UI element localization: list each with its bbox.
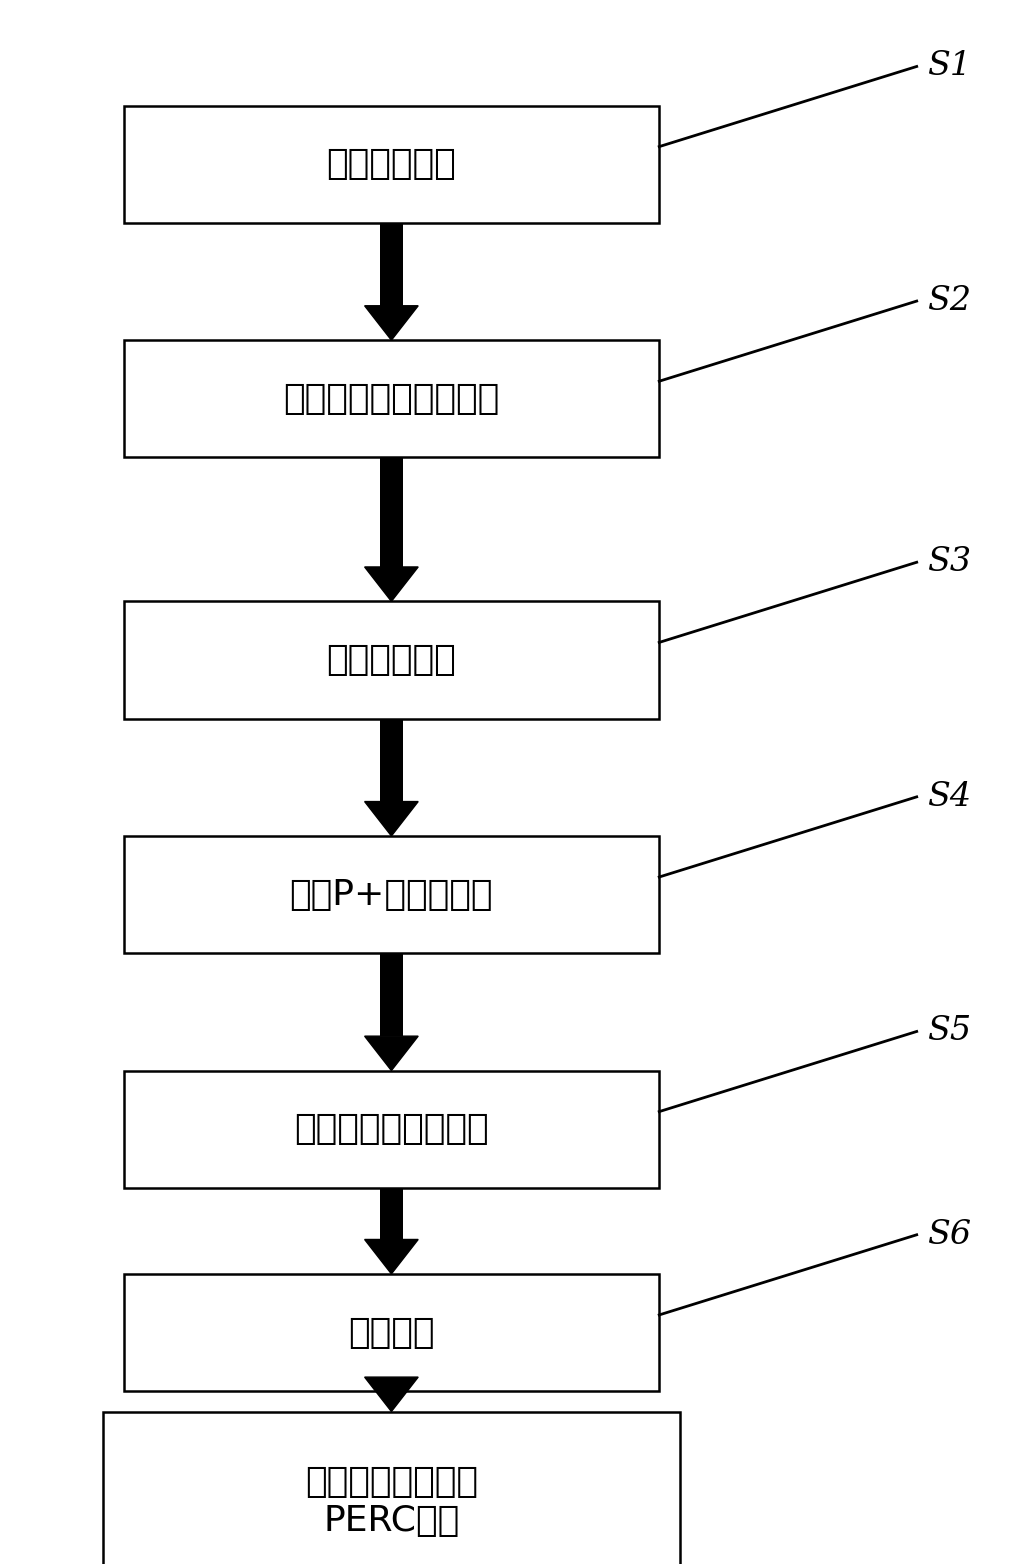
Text: 清除多余掺硼硅浆料: 清除多余掺硼硅浆料 bbox=[295, 1112, 488, 1146]
Text: 硅片正面掺杂: 硅片正面掺杂 bbox=[327, 147, 456, 181]
Bar bbox=[124, 341, 659, 457]
Polygon shape bbox=[365, 1239, 418, 1273]
Text: S4: S4 bbox=[927, 780, 971, 813]
Polygon shape bbox=[365, 566, 418, 601]
Bar bbox=[380, 1189, 403, 1239]
Text: S5: S5 bbox=[927, 1015, 971, 1048]
Text: 硅片背面掺杂: 硅片背面掺杂 bbox=[327, 643, 456, 677]
Bar bbox=[124, 1070, 659, 1189]
Bar bbox=[124, 835, 659, 952]
Polygon shape bbox=[365, 1035, 418, 1070]
Bar bbox=[380, 952, 403, 1035]
Text: 形成P+局部发射极: 形成P+局部发射极 bbox=[289, 877, 493, 912]
Text: 双面选择性发射极
PERC电池: 双面选择性发射极 PERC电池 bbox=[305, 1465, 478, 1537]
Text: 印刷电极: 印刷电极 bbox=[348, 1315, 435, 1350]
Polygon shape bbox=[365, 1376, 418, 1411]
Bar bbox=[380, 719, 403, 801]
Polygon shape bbox=[365, 801, 418, 835]
Bar bbox=[380, 222, 403, 305]
Text: S6: S6 bbox=[927, 1218, 971, 1251]
Text: 钝化层和减反层的沉积: 钝化层和减反层的沉积 bbox=[283, 382, 500, 416]
Bar bbox=[103, 1411, 680, 1564]
Text: S1: S1 bbox=[927, 50, 971, 83]
Polygon shape bbox=[365, 305, 418, 341]
Text: S2: S2 bbox=[927, 285, 971, 317]
Bar bbox=[124, 601, 659, 719]
Text: S3: S3 bbox=[927, 546, 971, 579]
Bar bbox=[124, 1273, 659, 1392]
Bar bbox=[124, 105, 659, 222]
Bar bbox=[380, 457, 403, 566]
